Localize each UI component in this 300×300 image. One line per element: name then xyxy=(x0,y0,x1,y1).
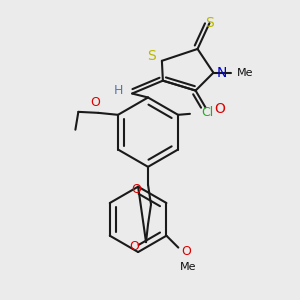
Text: O: O xyxy=(214,102,225,116)
Text: N: N xyxy=(216,66,226,80)
Text: O: O xyxy=(129,240,139,253)
Text: O: O xyxy=(131,183,141,196)
Text: H: H xyxy=(114,84,123,97)
Text: O: O xyxy=(90,96,100,110)
Text: Me: Me xyxy=(180,262,196,272)
Text: S: S xyxy=(205,16,214,30)
Text: S: S xyxy=(148,49,156,63)
Text: O: O xyxy=(181,245,191,258)
Text: Me: Me xyxy=(237,68,253,78)
Text: Cl: Cl xyxy=(202,106,214,119)
